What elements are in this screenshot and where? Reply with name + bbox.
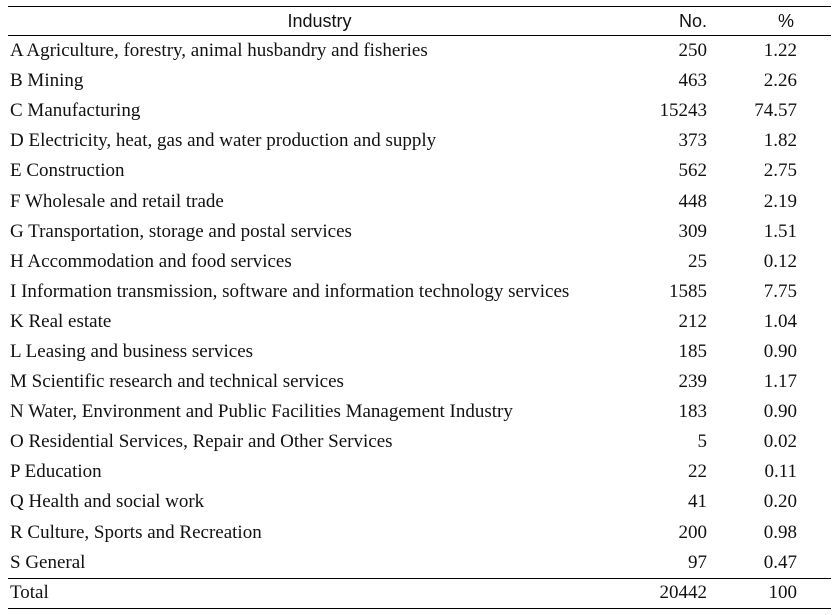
header-percent: % <box>777 10 794 31</box>
industry-cell: K Real estate <box>10 310 112 332</box>
percent-cell: 1.82 <box>763 130 797 152</box>
table-row: A Agriculture, forestry, animal husbandr… <box>8 36 831 67</box>
count-cell: 22 <box>688 461 707 483</box>
industry-cell: C Manufacturing <box>10 100 141 122</box>
table-row: F Wholesale and retail trade 448 2.19 <box>8 186 831 216</box>
percent-cell: 1.17 <box>763 371 797 393</box>
count-cell: 25 <box>688 250 707 272</box>
percent-cell: 2.75 <box>763 160 797 182</box>
count-cell: 183 <box>678 401 708 423</box>
count-cell: 309 <box>678 220 708 242</box>
industry-cell: Q Health and social work <box>10 491 205 513</box>
table-row: N Water, Environment and Public Faciliti… <box>8 397 831 427</box>
table-row: C Manufacturing 15243 74.57 <box>8 96 831 126</box>
count-cell: 239 <box>678 371 708 393</box>
count-cell: 1585 <box>669 280 707 302</box>
industry-cell: G Transportation, storage and postal ser… <box>10 220 352 242</box>
percent-cell: 1.22 <box>763 40 797 62</box>
table-row: M Scientific research and technical serv… <box>8 367 831 397</box>
percent-cell: 0.12 <box>763 250 797 272</box>
count-cell: 97 <box>688 551 707 573</box>
count-cell: 185 <box>678 340 708 362</box>
percent-cell: 2.26 <box>763 70 797 92</box>
table-row: I Information transmission, software and… <box>8 277 831 307</box>
percent-cell: 1.51 <box>763 220 797 242</box>
percent-cell: 2.19 <box>763 190 797 212</box>
percent-cell: 1.04 <box>763 310 797 332</box>
industry-table-container: Industry No. % A Agriculture, forestry, … <box>8 6 831 609</box>
table-total-row: Total 20442 100 <box>8 578 831 609</box>
percent-cell: 0.02 <box>763 431 797 453</box>
industry-cell: S General <box>10 551 86 573</box>
total-count: 20442 <box>659 582 708 604</box>
count-cell: 200 <box>678 521 708 543</box>
percent-cell: 0.90 <box>763 401 797 423</box>
table-row: Q Health and social work 41 0.20 <box>8 487 831 517</box>
count-cell: 463 <box>678 70 708 92</box>
industry-cell: O Residential Services, Repair and Other… <box>10 431 393 453</box>
industry-cell: H Accommodation and food services <box>10 250 292 272</box>
count-cell: 250 <box>678 40 708 62</box>
percent-cell: 0.98 <box>763 521 797 543</box>
industry-cell: M Scientific research and technical serv… <box>10 371 344 393</box>
percent-cell: 0.47 <box>763 551 797 573</box>
count-cell: 212 <box>678 310 708 332</box>
table-row: S General 97 0.47 <box>8 548 831 579</box>
table-row: H Accommodation and food services 25 0.12 <box>8 247 831 277</box>
industry-cell: B Mining <box>10 70 84 92</box>
count-cell: 5 <box>697 431 708 453</box>
industry-cell: A Agriculture, forestry, animal husbandr… <box>10 40 428 62</box>
table-row: E Construction 562 2.75 <box>8 156 831 186</box>
table-row: P Education 22 0.11 <box>8 457 831 487</box>
percent-cell: 0.90 <box>763 340 797 362</box>
industry-distribution-table: Industry No. % A Agriculture, forestry, … <box>8 6 831 609</box>
industry-cell: L Leasing and business services <box>10 340 254 362</box>
total-label: Total <box>10 582 49 604</box>
percent-cell: 0.11 <box>764 461 797 483</box>
industry-cell: R Culture, Sports and Recreation <box>10 521 262 543</box>
count-cell: 448 <box>678 190 708 212</box>
table-row: L Leasing and business services 185 0.90 <box>8 337 831 367</box>
table-row: R Culture, Sports and Recreation 200 0.98 <box>8 518 831 548</box>
count-cell: 373 <box>678 130 708 152</box>
percent-cell: 7.75 <box>763 280 797 302</box>
table-row: G Transportation, storage and postal ser… <box>8 217 831 247</box>
percent-cell: 74.57 <box>754 100 797 122</box>
percent-cell: 0.20 <box>763 491 797 513</box>
industry-cell: I Information transmission, software and… <box>10 280 570 302</box>
industry-cell: N Water, Environment and Public Faciliti… <box>10 401 513 423</box>
table-row: D Electricity, heat, gas and water produ… <box>8 126 831 156</box>
industry-cell: F Wholesale and retail trade <box>10 190 224 212</box>
table-row: B Mining 463 2.26 <box>8 66 831 96</box>
header-count: No. <box>678 10 707 31</box>
total-percent: 100 <box>768 582 798 604</box>
count-cell: 562 <box>678 160 708 182</box>
header-industry: Industry <box>287 10 352 31</box>
table-row: K Real estate 212 1.04 <box>8 307 831 337</box>
table-body: A Agriculture, forestry, animal husbandr… <box>8 36 831 579</box>
table-row: O Residential Services, Repair and Other… <box>8 427 831 457</box>
table-header-row: Industry No. % <box>8 6 831 36</box>
count-cell: 15243 <box>659 100 708 122</box>
industry-cell: P Education <box>10 461 102 483</box>
industry-cell: E Construction <box>10 160 125 182</box>
count-cell: 41 <box>688 491 707 513</box>
industry-cell: D Electricity, heat, gas and water produ… <box>10 130 437 152</box>
